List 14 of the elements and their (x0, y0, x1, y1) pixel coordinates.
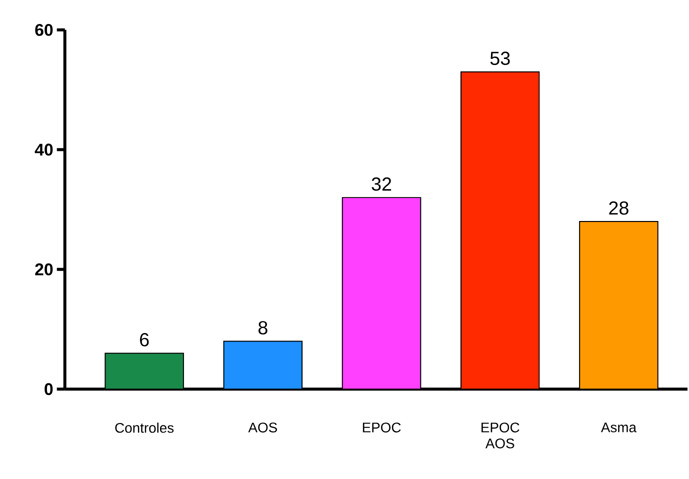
x-tick-label: AOS (248, 422, 277, 432)
y-tick-label: 0 (44, 383, 53, 396)
data-label: 28 (609, 201, 628, 215)
y-tick-label: 40 (34, 144, 53, 156)
data-label: 6 (140, 333, 149, 346)
y-tick-label: 20 (35, 263, 53, 276)
x-tick-label: Controles (115, 422, 174, 433)
data-label: 32 (372, 177, 392, 191)
data-label: 53 (490, 52, 510, 66)
x-tick-label: EPOC AOS (482, 422, 520, 448)
x-tick-label: EPOC (362, 422, 401, 432)
x-tick-label: Asma (600, 422, 637, 432)
y-tick-label: 60 (35, 24, 53, 36)
data-label: 8 (258, 321, 268, 334)
